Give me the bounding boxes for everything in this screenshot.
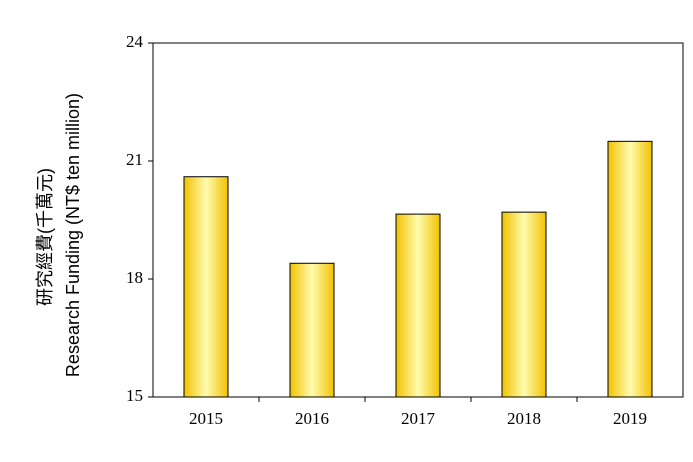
y-tick-label: 15 — [126, 386, 143, 405]
y-axis-label: Research Funding (NT$ ten million) — [63, 93, 83, 377]
bar — [289, 262, 335, 398]
x-tick-label: 2016 — [295, 409, 329, 428]
bar — [183, 176, 229, 398]
bar — [501, 211, 547, 398]
x-tick-label: 2017 — [401, 409, 436, 428]
bar — [395, 213, 441, 398]
bar — [607, 140, 653, 398]
y-tick-label: 21 — [126, 150, 143, 169]
x-tick-label: 2015 — [189, 409, 223, 428]
x-tick-label: 2018 — [507, 409, 541, 428]
y-axis-label: 研究經費(千萬元) — [35, 168, 55, 306]
y-tick-label: 24 — [126, 32, 144, 51]
y-tick-label: 18 — [126, 268, 143, 287]
x-tick-label: 2019 — [613, 409, 647, 428]
